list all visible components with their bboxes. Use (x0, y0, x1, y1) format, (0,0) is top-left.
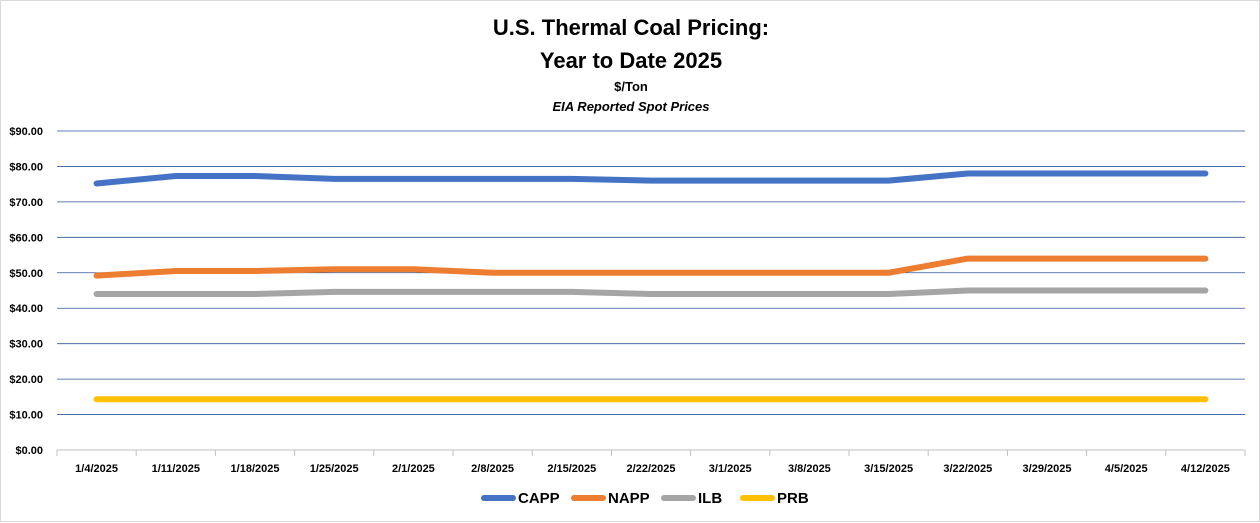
chart-note: EIA Reported Spot Prices (553, 99, 710, 114)
legend-label-prb: PRB (777, 490, 809, 507)
x-tick-label: 3/22/2025 (943, 463, 992, 475)
legend: CAPP NAPP ILB PRB (481, 490, 809, 507)
series-line-napp (93, 255, 1209, 279)
y-tick-label: $20.00 (9, 374, 43, 386)
x-tick-label: 2/8/2025 (471, 463, 514, 475)
x-tick-label: 4/5/2025 (1105, 463, 1148, 475)
legend-label-capp: CAPP (518, 490, 560, 507)
y-tick-label: $10.00 (9, 410, 43, 422)
y-tick-label: $40.00 (9, 303, 43, 315)
series-lines (93, 170, 1209, 403)
x-tick-label: 3/8/2025 (788, 463, 831, 475)
x-tick-label: 1/4/2025 (75, 463, 118, 475)
y-tick-label: $60.00 (9, 232, 43, 244)
series-line-capp (93, 170, 1209, 187)
x-tick-label: 4/12/2025 (1181, 463, 1230, 475)
x-tick-label: 1/18/2025 (231, 463, 280, 475)
legend-label-napp: NAPP (608, 490, 650, 507)
x-tick-label: 2/15/2025 (547, 463, 596, 475)
x-tick-label: 1/25/2025 (310, 463, 359, 475)
x-tick-label: 3/1/2025 (709, 463, 752, 475)
y-tick-label: $50.00 (9, 268, 43, 280)
series-line-ilb (93, 287, 1209, 297)
x-tick-label: 2/1/2025 (392, 463, 435, 475)
x-tick-label: 2/22/2025 (627, 463, 676, 475)
y-tick-label: $0.00 (15, 445, 43, 457)
chart-title-line1: U.S. Thermal Coal Pricing: (493, 15, 769, 40)
chart-title-line2: Year to Date 2025 (540, 48, 722, 73)
y-axis-ticks: $0.00 $10.00 $20.00 $30.00 $40.00 $50.00 $60.0… (9, 126, 43, 457)
legend-label-ilb: ILB (698, 490, 722, 507)
x-tick-label: 3/29/2025 (1023, 463, 1072, 475)
y-tick-label: $30.00 (9, 339, 43, 351)
chart-subtitle: $/Ton (614, 79, 648, 94)
x-tick-label: 1/11/2025 (152, 463, 200, 475)
y-tick-label: $70.00 (9, 197, 43, 209)
y-tick-label: $80.00 (9, 161, 43, 173)
y-tick-label: $90.00 (9, 126, 43, 138)
x-tick-label: 3/15/2025 (864, 463, 913, 475)
x-axis-ticks: 1/4/2025 1/11/2025 1/18/2025 1/25/2025 2/1/2… (56, 450, 1246, 475)
